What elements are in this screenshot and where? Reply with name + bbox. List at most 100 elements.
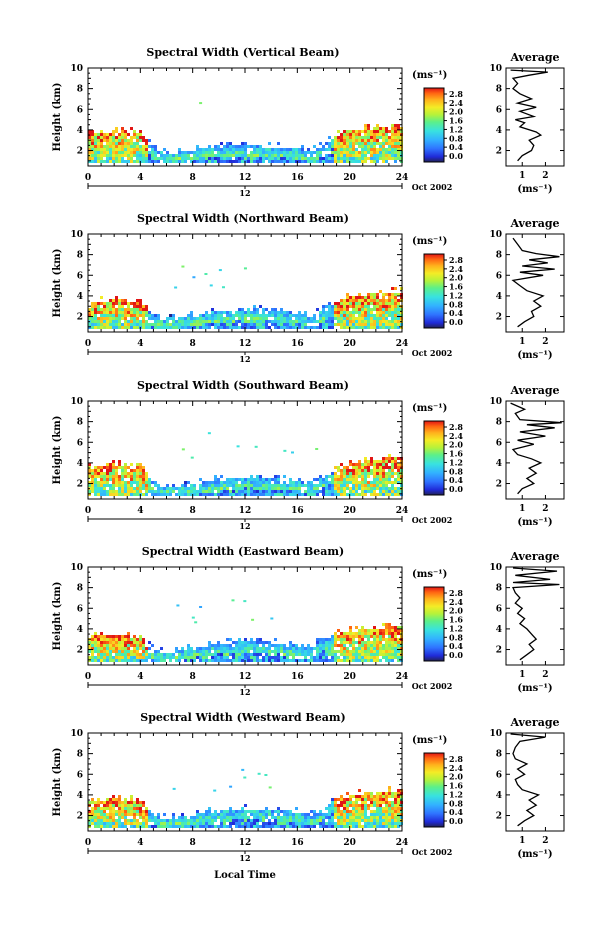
- heatmap-cell: [256, 320, 259, 323]
- heatmap-cell: [148, 816, 151, 819]
- heatmap-cell: [121, 475, 124, 478]
- heatmap-cell: [250, 314, 253, 317]
- heatmap-cell: [346, 798, 349, 801]
- heatmap-cell: [301, 819, 304, 822]
- heatmap-cell: [97, 656, 100, 659]
- heatmap-cell: [271, 490, 274, 493]
- heatmap-cell: [349, 469, 352, 472]
- heatmap-cell: [118, 139, 121, 142]
- heatmap-cell: [376, 638, 379, 641]
- heatmap-cell: [292, 484, 295, 487]
- heatmap-cell: [163, 323, 166, 326]
- heatmap-cell: [352, 466, 355, 469]
- heatmap-cell: [109, 801, 112, 804]
- heatmap-cell: [346, 484, 349, 487]
- heatmap-cell: [130, 326, 133, 329]
- heatmap-cell: [100, 490, 103, 493]
- heatmap-cell: [253, 326, 256, 329]
- x-tick-label: 0: [85, 506, 91, 516]
- heatmap-cell: [376, 484, 379, 487]
- heatmap-cell: [181, 490, 184, 493]
- heatmap-cell: [340, 484, 343, 487]
- heatmap-cell: [247, 145, 250, 148]
- heatmap-cell: [229, 810, 232, 813]
- heatmap-cell: [196, 160, 199, 163]
- heatmap-cell: [220, 484, 223, 487]
- heatmap-cell: [124, 130, 127, 133]
- heatmap-cell: [379, 487, 382, 490]
- heatmap-cell: [268, 484, 271, 487]
- heatmap-cell: [139, 656, 142, 659]
- heatmap-cell: [97, 798, 100, 801]
- heatmap-cell: [118, 302, 121, 305]
- average-frame: [505, 566, 565, 666]
- heatmap-cell: [154, 822, 157, 825]
- avg-x-tick-label: 1: [519, 337, 525, 347]
- heatmap-cell: [319, 484, 322, 487]
- heatmap-cell: [376, 641, 379, 644]
- heatmap-cell: [268, 641, 271, 644]
- heatmap-cell: [373, 810, 376, 813]
- heatmap-cell: [355, 157, 358, 160]
- heatmap-cell: [229, 148, 232, 151]
- heatmap-cell: [322, 653, 325, 656]
- heatmap-cell: [385, 653, 388, 656]
- heatmap-cell: [217, 154, 220, 157]
- heatmap-cell: [88, 813, 91, 816]
- heatmap-cell: [322, 659, 325, 662]
- heatmap-cell: [394, 299, 397, 302]
- heatmap-cell: [391, 320, 394, 323]
- heatmap-cell: [154, 816, 157, 819]
- heatmap-cell: [331, 810, 334, 813]
- heatmap-cell: [331, 148, 334, 151]
- heatmap-cell: [379, 632, 382, 635]
- heatmap-cell: [112, 484, 115, 487]
- heatmap-cell: [109, 484, 112, 487]
- heatmap-cell: [385, 822, 388, 825]
- heatmap-cell: [253, 816, 256, 819]
- heatmap-cell: [343, 804, 346, 807]
- heatmap-cell: [322, 317, 325, 320]
- heatmap-cell: [259, 317, 262, 320]
- heatmap-cell: [376, 311, 379, 314]
- heatmap-cell: [394, 133, 397, 136]
- heatmap-cell: [343, 653, 346, 656]
- heatmap-cell: [190, 157, 193, 160]
- heatmap-cell: [358, 825, 361, 828]
- heatmap-cell: [91, 659, 94, 662]
- heatmap-cell: [295, 653, 298, 656]
- heatmap-cell: [376, 317, 379, 320]
- heatmap-cell: [226, 659, 229, 662]
- heatmap-cell: [97, 819, 100, 822]
- heatmap-cell: [256, 493, 259, 496]
- heatmap-cell: [103, 466, 106, 469]
- heatmap-cell: [256, 317, 259, 320]
- heatmap-cell: [205, 151, 208, 154]
- heatmap-cell: [289, 644, 292, 647]
- colorbar-tick-label: 0.0: [449, 484, 463, 494]
- heatmap-cell: [352, 481, 355, 484]
- heatmap-cell: [256, 481, 259, 484]
- heatmap-cell: [397, 641, 400, 644]
- heatmap-cell: [379, 801, 382, 804]
- heatmap-cell: [103, 810, 106, 813]
- heatmap-cell: [391, 487, 394, 490]
- heatmap-cell: [97, 475, 100, 478]
- heatmap-cell: [211, 813, 214, 816]
- heatmap-cell: [340, 148, 343, 151]
- heatmap-cell: [361, 142, 364, 145]
- heatmap-cell: [238, 314, 241, 317]
- heatmap-cell: [175, 323, 178, 326]
- heatmap-cell: [235, 647, 238, 650]
- heatmap-cell: [280, 656, 283, 659]
- heatmap-cell: [298, 659, 301, 662]
- heatmap-cell: [214, 484, 217, 487]
- heatmap-cell: [388, 813, 391, 816]
- heatmap-cell: [154, 160, 157, 163]
- heatmap-cell: [130, 302, 133, 305]
- heatmap-cell: [166, 157, 169, 160]
- heatmap-cell: [235, 810, 238, 813]
- heatmap-cell: [142, 641, 145, 644]
- heatmap-cell: [379, 157, 382, 160]
- heatmap-cell: [220, 656, 223, 659]
